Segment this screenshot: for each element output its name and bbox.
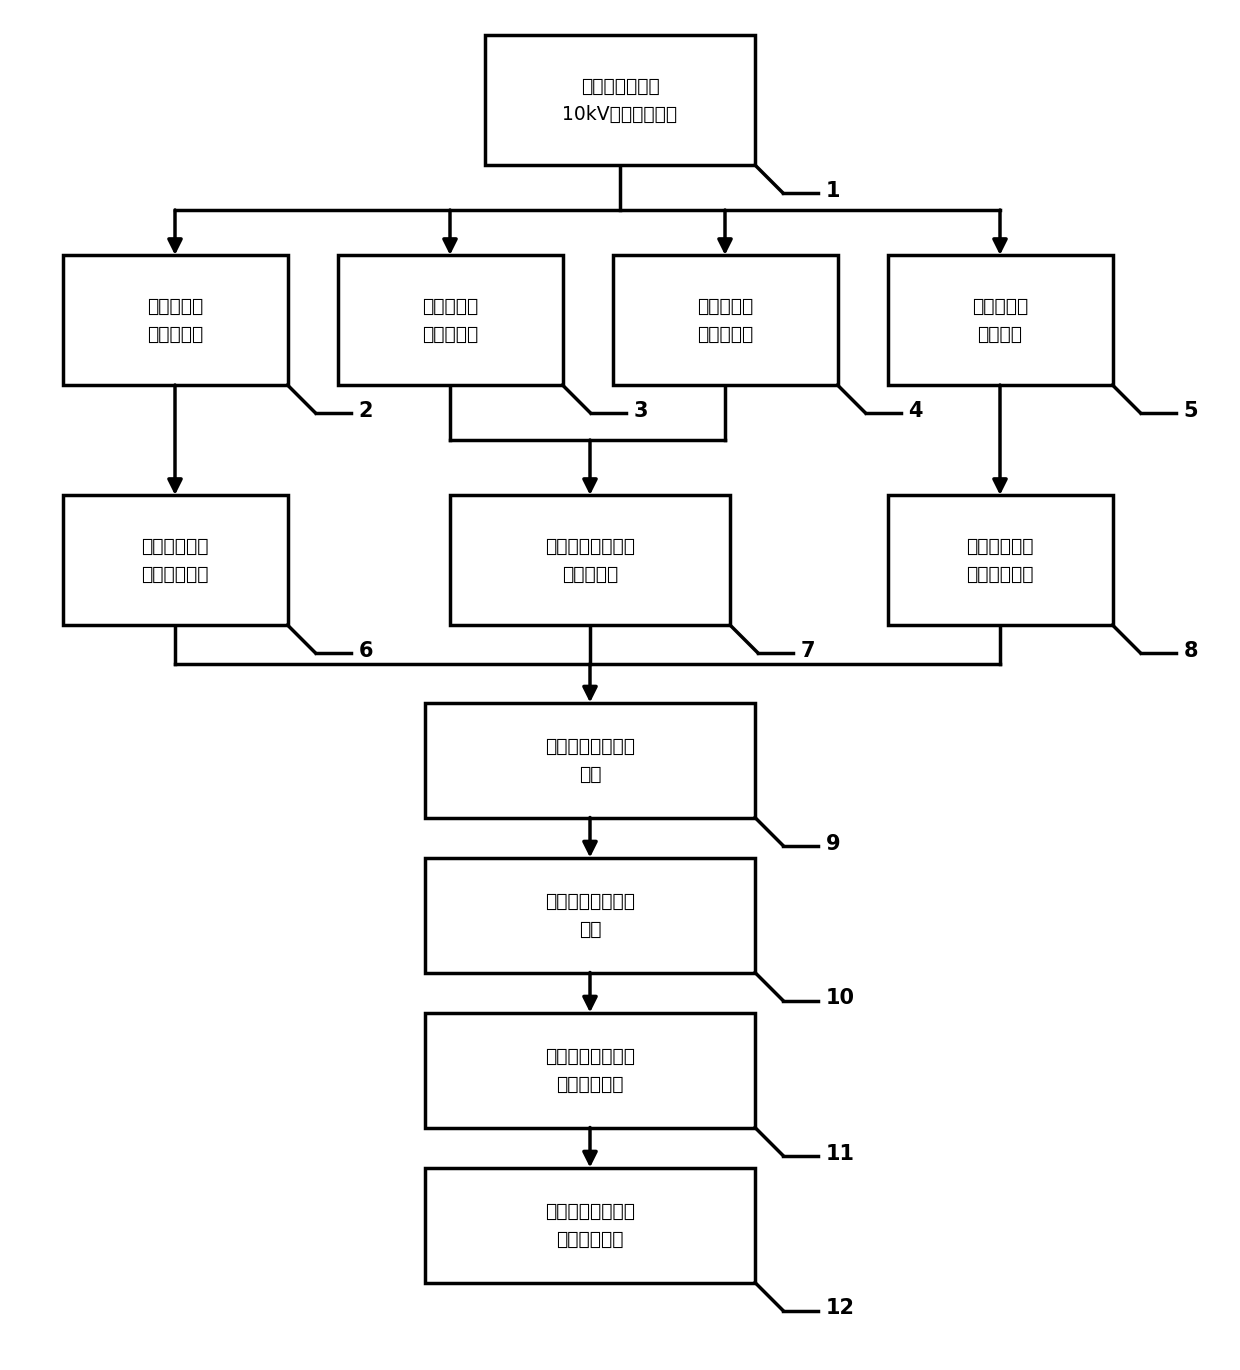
Text: 电网设备负
荷数据获取: 电网设备负 荷数据获取 [697, 296, 753, 344]
Bar [425, 858, 755, 973]
Text: 配网线路回数
供电能力分析: 配网线路回数 供电能力分析 [141, 537, 208, 584]
Text: 区配配网供电能力
分析总结概述: 区配配网供电能力 分析总结概述 [546, 1201, 635, 1248]
Bar [337, 255, 563, 385]
Text: 6: 6 [358, 641, 373, 660]
Bar [62, 255, 288, 385]
Text: 配网线路用
户数获取: 配网线路用 户数获取 [972, 296, 1028, 344]
Text: 12: 12 [826, 1299, 856, 1318]
Text: 配网线路负荷
供电能力分析: 配网线路负荷 供电能力分析 [966, 537, 1034, 584]
Text: 2: 2 [358, 401, 373, 421]
Text: 电网台账基
础数据获取: 电网台账基 础数据获取 [146, 296, 203, 344]
Text: 3: 3 [634, 401, 649, 421]
Text: 主网设备负载情况
分析: 主网设备负载情况 分析 [546, 737, 635, 784]
Text: 重要用户影响情况
分析: 重要用户影响情况 分析 [546, 892, 635, 938]
Text: 区域内配网线路转
供电预案生成: 区域内配网线路转 供电预案生成 [546, 1047, 635, 1093]
Text: 5: 5 [1183, 401, 1198, 421]
Bar [888, 255, 1112, 385]
Bar [888, 495, 1112, 625]
Text: 配网环网台
账数据获取: 配网环网台 账数据获取 [422, 296, 479, 344]
Text: 10: 10 [826, 989, 856, 1008]
Bar [485, 36, 755, 164]
Text: 8: 8 [1183, 641, 1198, 660]
Text: 11: 11 [826, 1144, 856, 1163]
Text: 区域内变电站或
10kV母线站点输入: 区域内变电站或 10kV母线站点输入 [563, 77, 677, 123]
Bar [425, 1167, 755, 1282]
Text: 9: 9 [826, 833, 841, 854]
Bar [613, 255, 837, 385]
Text: 7: 7 [801, 641, 816, 660]
Text: 配网线路用户数供
电能力分析: 配网线路用户数供 电能力分析 [546, 537, 635, 584]
Text: 1: 1 [826, 181, 841, 201]
Text: 4: 4 [909, 401, 923, 421]
Bar [450, 495, 730, 625]
Bar [425, 703, 755, 818]
Bar [62, 495, 288, 625]
Bar [425, 1012, 755, 1128]
